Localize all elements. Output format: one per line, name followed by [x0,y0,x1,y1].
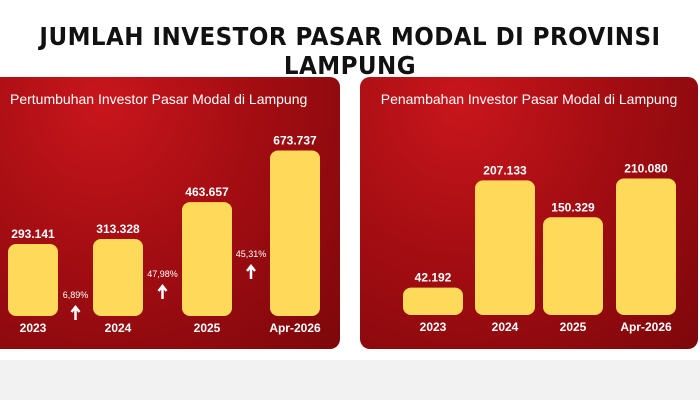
bar-2024 [475,180,535,315]
category-label: Apr-2026 [620,320,672,334]
data-label: 150.329 [551,200,595,214]
growth-chart-title: Pertumbuhan Investor Pasar Modal di Lamp… [10,91,308,107]
addition-chart-panel: Penambahan Investor Pasar Modal di Lampu… [360,77,698,349]
bar-apr-2026 [616,178,676,315]
data-label: 42.192 [415,271,452,285]
category-label: 2023 [20,321,47,335]
bar-apr-2026 [270,150,320,316]
growth-label: 45,31% [236,249,267,259]
bar-2025 [182,202,232,316]
data-label: 207.133 [483,163,527,177]
category-label: 2024 [492,320,519,334]
bar-2023 [8,243,58,316]
bar-2024 [93,239,143,316]
category-label: 2023 [420,320,447,334]
data-label: 463.657 [185,185,229,199]
growth-label: 6,89% [63,290,89,300]
data-label: 313.328 [96,222,140,236]
data-label: 210.080 [624,161,668,175]
bar-2025 [543,217,603,315]
data-label: 293.141 [11,227,55,241]
page-title: JUMLAH INVESTOR PASAR MODAL DI PROVINSI … [39,22,661,80]
growth-label: 47,98% [147,269,178,279]
category-label: 2025 [560,320,587,334]
bar-2023 [403,287,463,315]
growth-bar-chart: 293.141 2023 313.328 2024 463.657 2025 673.737… [8,133,321,335]
up-arrow-icon [157,283,168,299]
data-label: 673.737 [273,133,317,147]
up-arrow-icon [70,304,81,320]
footer-strip [0,360,700,400]
growth-chart-panel: Pertumbuhan Investor Pasar Modal di Lamp… [0,77,340,349]
category-label: 2025 [194,321,221,335]
category-label: 2024 [105,321,132,335]
up-arrow-icon [246,263,256,279]
category-label: Apr-2026 [269,321,321,335]
addition-chart-title: Penambahan Investor Pasar Modal di Lampu… [380,91,678,107]
addition-bar-chart: 42.192 2023 207.133 2024 150.329 2025 210.080 A… [403,161,676,334]
